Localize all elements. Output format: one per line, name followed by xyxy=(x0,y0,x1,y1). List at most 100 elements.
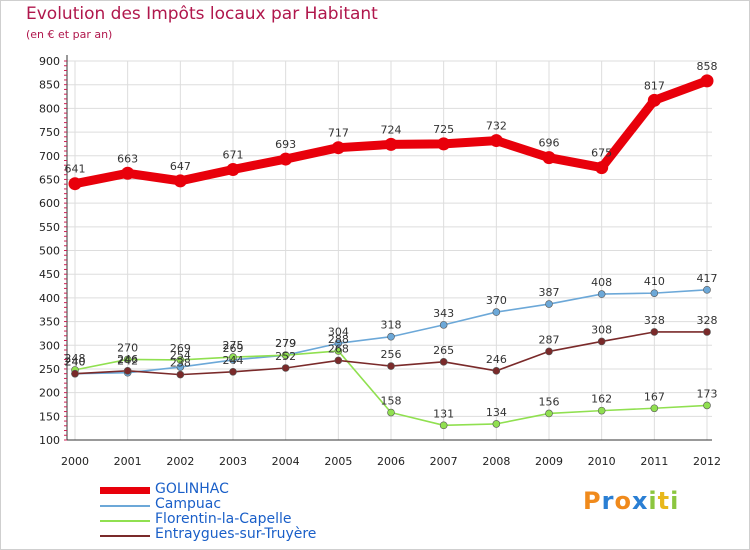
grid-lines xyxy=(67,60,712,441)
data-point-florentin-la-capelle xyxy=(281,351,290,359)
x-tick-label: 2010 xyxy=(588,455,616,468)
data-label-entraygues-sur-truy-re: 308 xyxy=(591,323,612,336)
data-label-florentin-la-capelle: 167 xyxy=(644,390,665,403)
data-point-entraygues-sur-truy-re xyxy=(123,367,132,375)
y-tick-label: 200 xyxy=(39,387,60,400)
y-tick-label: 750 xyxy=(39,126,60,139)
logo-letter: i xyxy=(648,487,658,515)
x-tick-label: 2001 xyxy=(114,455,142,468)
x-tick-label: 2002 xyxy=(166,455,194,468)
data-point-entraygues-sur-truy-re xyxy=(439,358,448,366)
data-point-golinhac xyxy=(489,134,503,148)
data-point-entraygues-sur-truy-re xyxy=(229,367,237,376)
data-label-golinhac: 663 xyxy=(117,152,138,165)
data-point-entraygues-sur-truy-re xyxy=(597,337,606,346)
data-point-campuac xyxy=(597,290,606,298)
series-lines xyxy=(68,74,714,430)
legend-swatch-campuac xyxy=(100,505,150,507)
data-label-campuac: 410 xyxy=(644,275,665,288)
x-tick-label: 2004 xyxy=(272,455,300,468)
data-point-campuac xyxy=(387,332,395,341)
y-tick-label: 150 xyxy=(39,410,60,423)
data-point-entraygues-sur-truy-re xyxy=(71,369,79,378)
data-point-florentin-la-capelle xyxy=(650,404,659,413)
data-point-entraygues-sur-truy-re xyxy=(650,328,659,336)
data-label-campuac: 242 xyxy=(117,355,138,368)
legend-label: GOLINHAC xyxy=(155,481,229,497)
legend-swatch-florentin xyxy=(100,520,150,522)
data-point-golinhac xyxy=(437,137,451,151)
data-point-golinhac xyxy=(68,177,82,191)
data-label-entraygues-sur-truy-re: 244 xyxy=(223,354,244,367)
data-point-entraygues-sur-truy-re xyxy=(545,347,553,356)
data-label-golinhac: 717 xyxy=(328,127,349,140)
data-point-entraygues-sur-truy-re xyxy=(334,356,343,365)
data-point-florentin-la-capelle xyxy=(439,421,448,430)
logo-letter: i xyxy=(670,487,680,515)
data-label-florentin-la-capelle: 275 xyxy=(223,339,244,352)
legend-label: Campuac xyxy=(155,496,222,512)
data-label-florentin-la-capelle: 279 xyxy=(275,337,296,350)
y-tick-label: 850 xyxy=(39,79,60,92)
data-point-golinhac xyxy=(331,141,345,155)
data-point-entraygues-sur-truy-re xyxy=(387,362,395,370)
data-label-golinhac: 696 xyxy=(539,137,560,150)
data-label-entraygues-sur-truy-re: 265 xyxy=(433,344,454,357)
data-point-florentin-la-capelle xyxy=(334,347,343,355)
y-tick-label: 650 xyxy=(39,173,60,186)
data-point-campuac xyxy=(334,339,343,348)
data-label-campuac: 370 xyxy=(486,294,507,307)
data-label-golinhac: 641 xyxy=(65,163,86,176)
chart-subtitle: (en € et par an) xyxy=(26,28,113,41)
legend-swatch-golinhac xyxy=(100,487,150,494)
data-label-entraygues-sur-truy-re: 328 xyxy=(644,314,665,327)
proxiti-logo: Proxiti xyxy=(583,487,679,515)
data-point-campuac xyxy=(439,321,448,329)
data-point-florentin-la-capelle xyxy=(229,353,237,361)
data-label-florentin-la-capelle: 158 xyxy=(381,395,402,408)
data-label-entraygues-sur-truy-re: 268 xyxy=(328,342,349,355)
data-label-campuac: 240 xyxy=(65,356,86,369)
data-label-golinhac: 671 xyxy=(223,148,244,161)
x-tick-label: 2009 xyxy=(535,455,563,468)
x-tick-label: 2006 xyxy=(377,455,405,468)
data-label-golinhac: 647 xyxy=(170,160,191,173)
x-tick-label: 2011 xyxy=(640,455,668,468)
axes xyxy=(64,55,712,441)
data-label-florentin-la-capelle: 269 xyxy=(170,342,191,355)
logo-letter: r xyxy=(601,487,615,515)
y-tick-label: 300 xyxy=(39,339,60,352)
data-point-golinhac xyxy=(700,74,714,88)
data-point-entraygues-sur-truy-re xyxy=(703,328,711,336)
y-tick-label: 450 xyxy=(39,268,60,281)
logo-letter: P xyxy=(583,487,602,515)
y-tick-label: 250 xyxy=(39,363,60,376)
data-point-florentin-la-capelle xyxy=(597,406,606,415)
data-label-entraygues-sur-truy-re: 246 xyxy=(117,353,138,366)
x-tick-label: 2012 xyxy=(693,455,721,468)
data-point-florentin-la-capelle xyxy=(492,420,501,428)
data-point-entraygues-sur-truy-re xyxy=(176,370,185,379)
x-tick-label: 2007 xyxy=(430,455,458,468)
data-label-entraygues-sur-truy-re: 252 xyxy=(275,350,296,363)
data-label-entraygues-sur-truy-re: 238 xyxy=(170,357,191,370)
data-label-florentin-la-capelle: 248 xyxy=(65,352,86,365)
data-label-golinhac: 858 xyxy=(697,60,718,73)
data-label-entraygues-sur-truy-re: 256 xyxy=(381,348,402,361)
data-label-florentin-la-capelle: 162 xyxy=(591,393,612,406)
data-label-entraygues-sur-truy-re: 240 xyxy=(65,356,86,369)
data-point-campuac xyxy=(650,289,659,297)
x-tick-label: 2000 xyxy=(61,455,89,468)
data-point-golinhac xyxy=(226,162,240,176)
data-point-campuac xyxy=(492,308,501,316)
data-label-campuac: 408 xyxy=(591,276,612,289)
y-tick-label: 600 xyxy=(39,197,60,210)
data-point-campuac xyxy=(703,286,711,294)
y-tick-label: 700 xyxy=(39,150,60,163)
data-label-entraygues-sur-truy-re: 328 xyxy=(697,314,718,327)
data-point-florentin-la-capelle xyxy=(387,408,395,417)
y-tick-label: 800 xyxy=(39,102,60,115)
data-label-campuac: 343 xyxy=(433,307,454,320)
